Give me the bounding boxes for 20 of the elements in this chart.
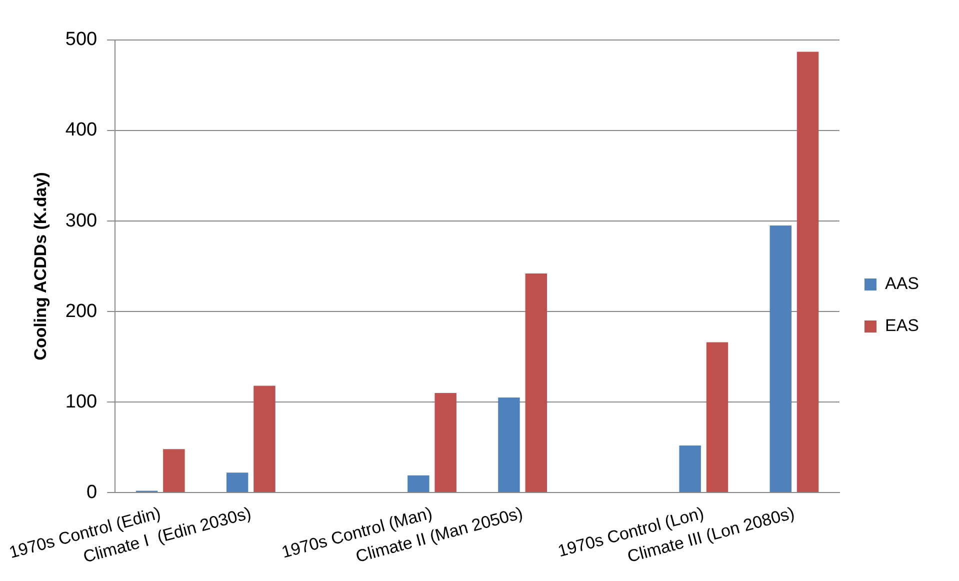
y-tick-label: 300 (65, 210, 98, 232)
bar (498, 398, 520, 492)
bar (226, 472, 248, 492)
bar (679, 445, 701, 492)
y-tick-label: 200 (65, 300, 98, 322)
bar (525, 274, 548, 492)
bar (163, 449, 185, 492)
bar (254, 386, 276, 492)
legend-label: EAS (884, 316, 920, 336)
bar (706, 342, 728, 492)
y-axis-title: Cooling ACDDs (K.day) (30, 172, 50, 360)
legend-label: AAS (884, 274, 920, 294)
y-tick-label: 0 (86, 482, 98, 503)
bar (796, 52, 819, 492)
y-tick-label: 400 (65, 120, 98, 141)
bar (770, 226, 792, 492)
bar (434, 392, 456, 492)
bar (408, 475, 430, 492)
y-tick-label: 500 (65, 29, 98, 50)
y-tick-label: 100 (65, 391, 98, 412)
